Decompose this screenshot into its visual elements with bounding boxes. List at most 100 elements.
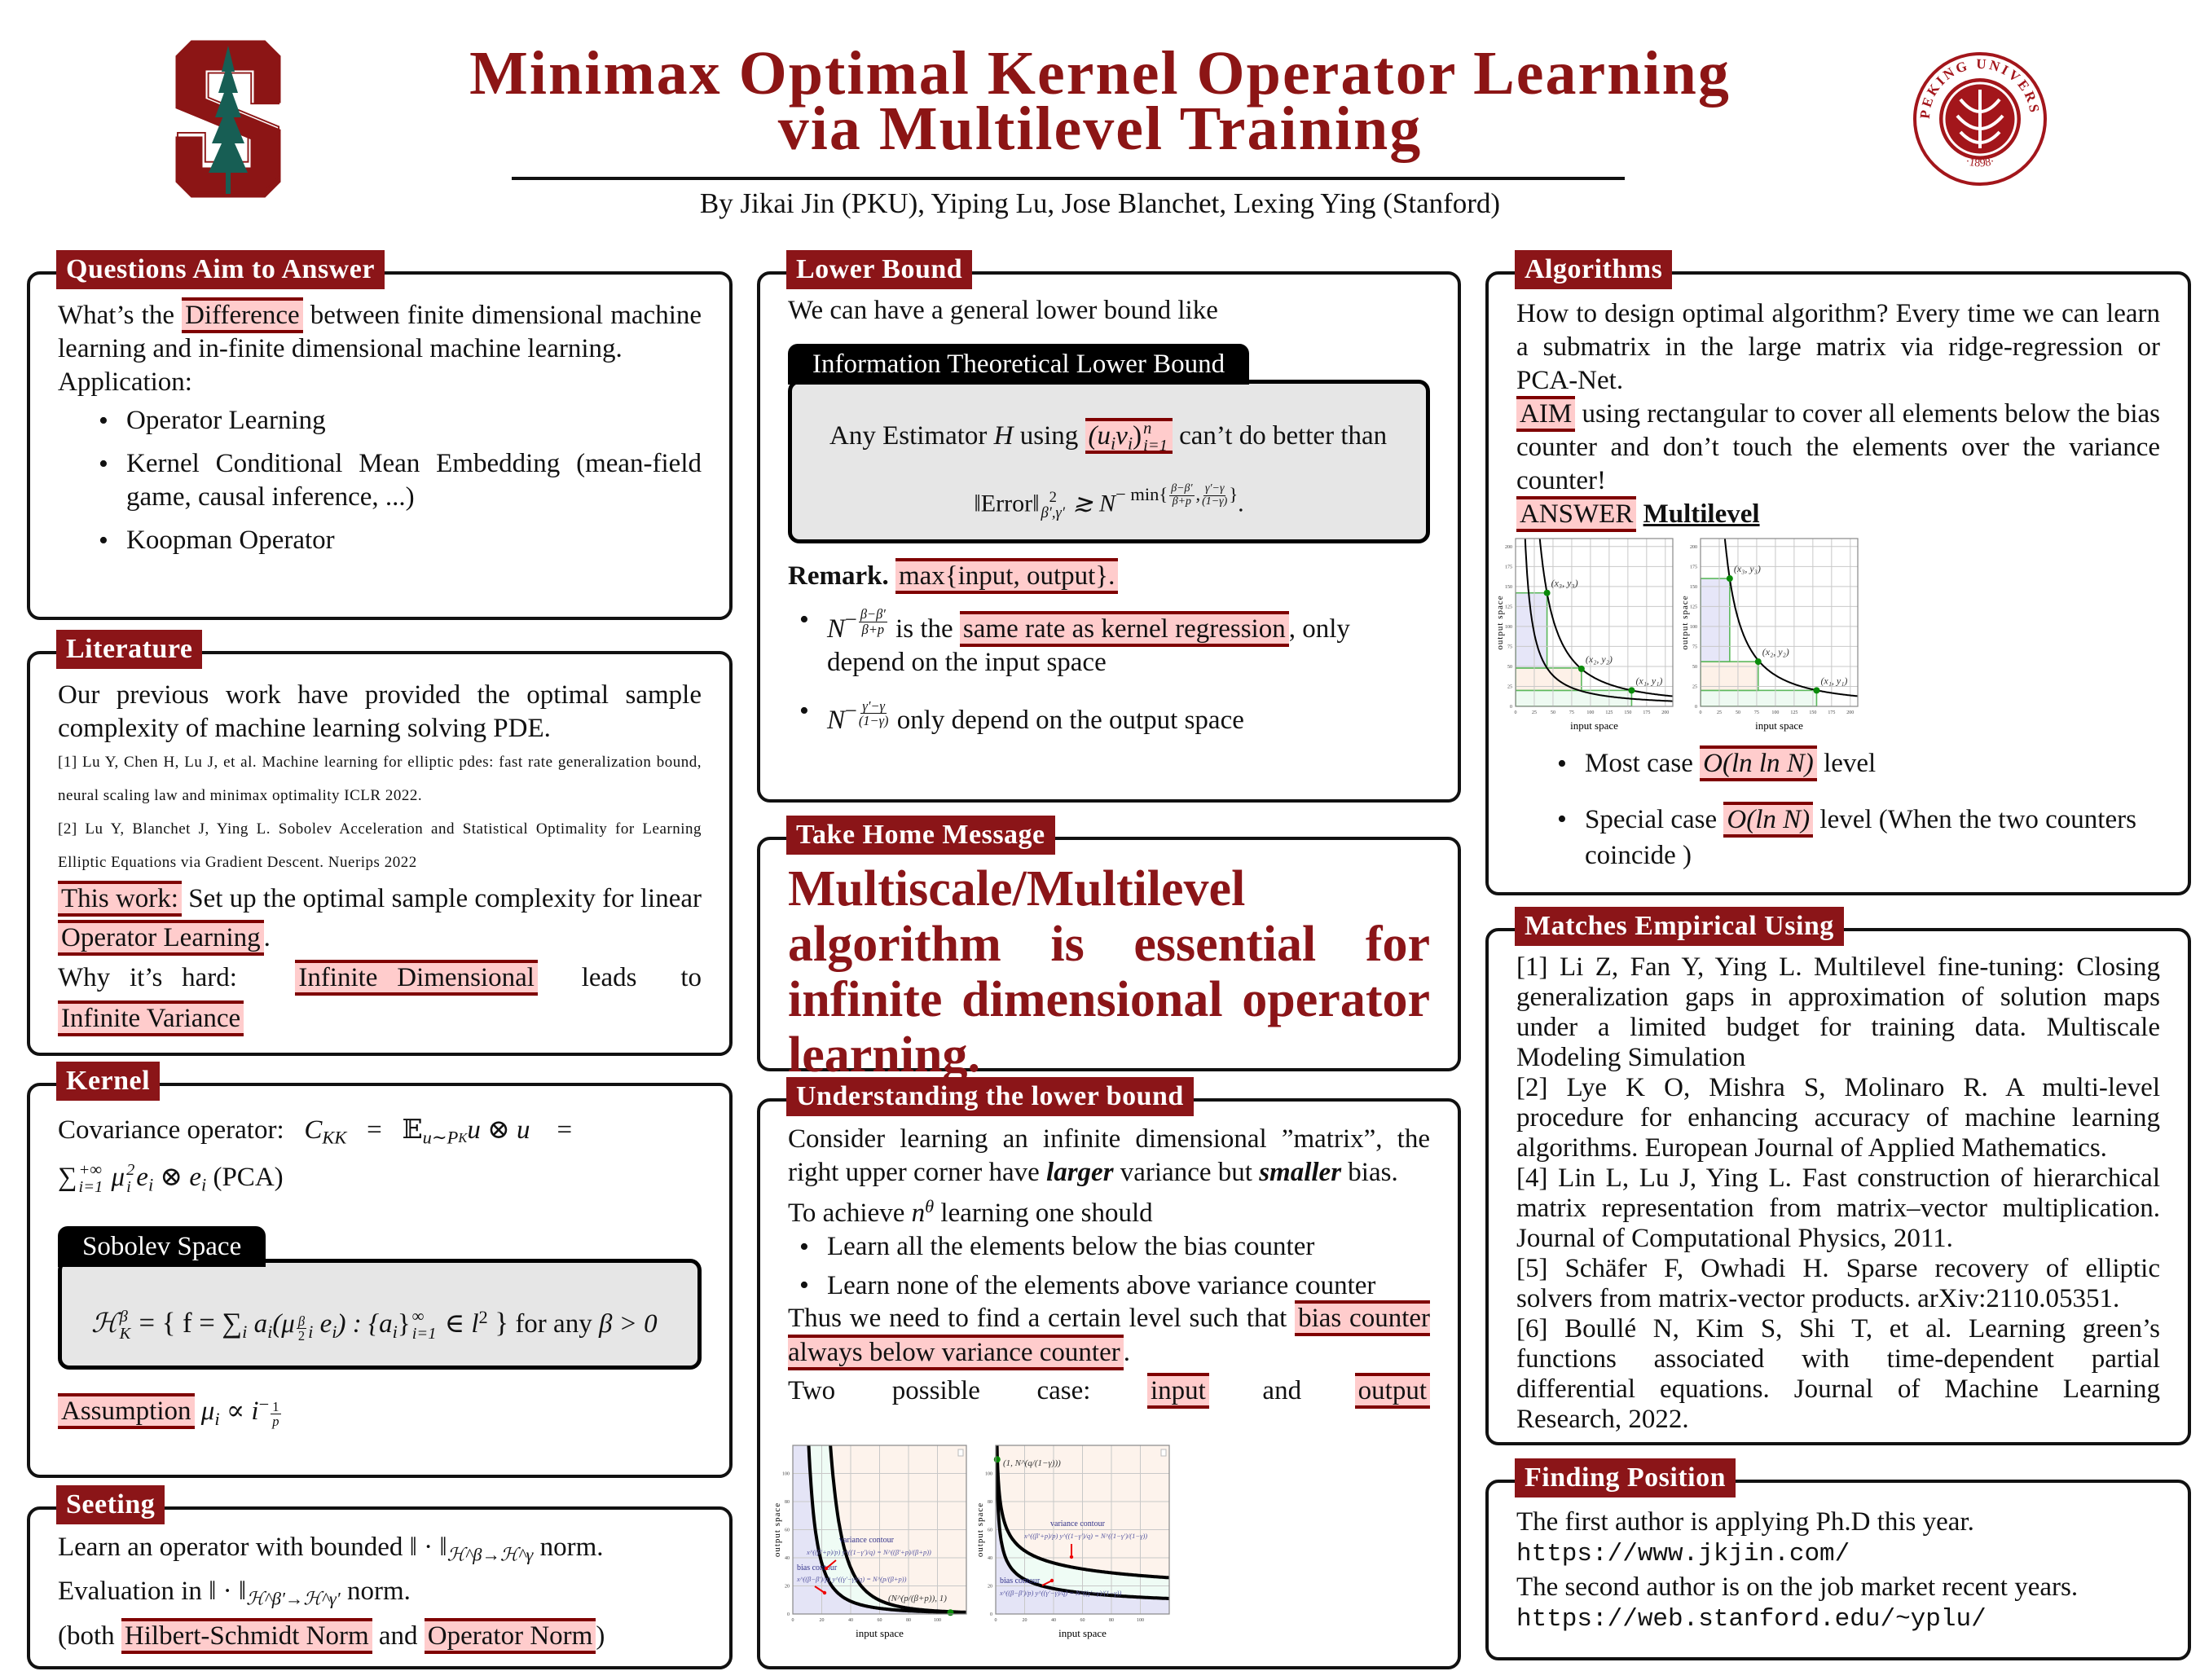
- math: ℋ: [91, 1308, 118, 1339]
- y-tick-label: 20: [785, 1585, 790, 1590]
- y-tick-label: 125: [1690, 605, 1697, 609]
- math: −: [845, 607, 857, 632]
- math: v: [1115, 421, 1128, 451]
- list-item: N−β−β′β+p is the same rate as kernel reg…: [799, 603, 1430, 679]
- point-label: (x₃, y₃): [1734, 563, 1761, 574]
- lower-bound-intro: We can have a general lower bound like: [788, 296, 1218, 325]
- red-arrow: [1041, 1580, 1053, 1586]
- reference-1: [1] Lu Y, Chen H, Lu J, et al. Machine l…: [58, 754, 702, 804]
- math: }: [487, 1307, 509, 1339]
- math: β′,γ′: [1041, 504, 1065, 522]
- text: Thus we need to find a certain level suc…: [788, 1304, 1296, 1334]
- application-label: Application:: [58, 367, 192, 397]
- math: ): [1133, 421, 1142, 451]
- point-label: (x₂, y₂): [1586, 653, 1613, 665]
- first-author-link[interactable]: https://www.jkjin.com/: [1516, 1540, 1850, 1568]
- take-home-title: Take Home Message: [786, 816, 1055, 855]
- math: 2: [1049, 488, 1057, 506]
- questions-title: Questions Aim to Answer: [56, 250, 385, 289]
- highlight-answer: ANSWER: [1516, 496, 1637, 532]
- math: i: [332, 1321, 337, 1342]
- math: (1−γ): [1202, 495, 1228, 508]
- x-tick-label: 125: [1605, 710, 1613, 715]
- covariance-operator: Covariance operator: CKK = 𝔼u∼PKu ⊗ u = …: [58, 1110, 702, 1205]
- y-tick-label: 150: [1505, 585, 1512, 590]
- contour-curve: [1723, 539, 1858, 697]
- math: u∼P: [422, 1127, 459, 1148]
- algorithms-panel: Algorithms How to design optimal algorit…: [1485, 250, 2191, 895]
- y-tick-label: 175: [1505, 565, 1512, 570]
- algorithms-list: Most case O(ln ln N) level Special case …: [1557, 742, 2160, 878]
- text: To achieve: [788, 1198, 912, 1229]
- x-tick-label: 60: [1080, 1618, 1085, 1623]
- text: Any Estimator: [829, 421, 994, 451]
- text: Why it’s hard:: [58, 963, 257, 992]
- x-tick-label: 100: [1586, 710, 1594, 715]
- highlight-this-work: This work:: [58, 881, 182, 917]
- math: = { f = ∑: [139, 1307, 243, 1339]
- application-list: Operator Learning Kernel Conditional Mea…: [99, 404, 702, 557]
- plot-area: [793, 1445, 966, 1614]
- variance-formula: x^((β′+p)/p) y^((1−γ′)/q) = N^((1−γ′)/(1…: [1023, 1532, 1147, 1540]
- understanding-goal: To achieve nθ learning one should: [788, 1190, 1430, 1230]
- math: 2: [478, 1306, 488, 1327]
- red-arrow-head: [1049, 1578, 1054, 1583]
- point-label: (x₁, y₁): [1820, 675, 1847, 686]
- sobolev-space-title: Sobolev Space: [58, 1225, 266, 1267]
- take-home-message: Multiscale/Multilevel algorithm is essen…: [788, 861, 1430, 1083]
- seeting-line-2: Evaluation in ‖ · ‖ℋ^β′→ℋ^γ′ norm.: [58, 1573, 702, 1617]
- math: β+p: [1172, 495, 1192, 508]
- second-author-link[interactable]: https://web.stanford.edu/~yplu/: [1516, 1605, 1987, 1634]
- text: for any: [515, 1308, 599, 1339]
- list-item: Koopman Operator: [99, 524, 702, 557]
- algorithms-intro: How to design optimal algorithm? Every t…: [1516, 299, 2160, 395]
- math: .: [1238, 490, 1244, 517]
- stanford-logo: [174, 39, 282, 199]
- y-tick-label: 175: [1690, 565, 1697, 570]
- math: i: [214, 1408, 220, 1429]
- math: i: [308, 1321, 314, 1342]
- math: i: [242, 1321, 248, 1342]
- plot-area: [996, 1445, 1169, 1614]
- text: level (When the two counters coincide ): [1585, 805, 2136, 870]
- poster-title-line1: Minimax Optimal Kernel Operator Learning: [469, 39, 1731, 108]
- poster-title-line2: via Multilevel Training: [777, 95, 1423, 163]
- red-arrow-head: [822, 1590, 827, 1595]
- x-tick-label: 200: [1661, 710, 1669, 715]
- math: β−β′: [1169, 482, 1195, 497]
- math: 𝔼: [402, 1115, 423, 1145]
- contour-curve: [1524, 539, 1673, 702]
- multilevel-plot-two-contours: 0 25 50 75 100 125 150 175 200 0 25 50 75 100 125 150 17…: [1495, 538, 1674, 732]
- math: }: [1229, 483, 1239, 504]
- information-theoretical-box: Information Theoretical Lower Bound Any …: [788, 344, 1430, 544]
- y-tick-label: 125: [1505, 605, 1512, 609]
- math: β > 0: [598, 1308, 658, 1339]
- finding-position-title: Finding Position: [1515, 1458, 1736, 1497]
- legend-box: [1160, 1449, 1167, 1457]
- reference-2: [2] Lu Y, Blanchet J, Ying L. Sobolev Ac…: [58, 820, 702, 871]
- math: KK: [322, 1127, 347, 1148]
- math: β+p: [861, 621, 885, 637]
- point-marker: [993, 1456, 1001, 1463]
- list-item: Most case O(ln ln N) level: [1557, 745, 2160, 781]
- y-tick-label: 100: [782, 1472, 790, 1477]
- math: θ: [925, 1196, 935, 1216]
- point-label: (x₁, y₁): [1635, 675, 1662, 686]
- point-label: (N^(p/(β+p)), 1): [888, 1594, 947, 1603]
- two-cases: Two possible case: input and output: [788, 1373, 1430, 1410]
- why-hard: Why it’s hard: Infinite Dimensional lead…: [58, 957, 702, 1039]
- list-item: Learn none of the elements above varianc…: [799, 1270, 1430, 1301]
- math: p: [272, 1414, 279, 1430]
- contour-region: [793, 1445, 966, 1613]
- math: }: [397, 1308, 411, 1339]
- understanding-conclusion: Thus we need to find a certain level suc…: [788, 1300, 1430, 1371]
- highlight-max-input-output: max{input, output}.: [895, 558, 1119, 595]
- red-arrow-head: [1069, 1555, 1074, 1559]
- plot-frame: [995, 1445, 1170, 1615]
- x-tick-label: 40: [848, 1618, 853, 1623]
- x-tick-label: 0: [1515, 710, 1517, 715]
- math: ∝ i: [219, 1396, 259, 1426]
- variance-contour-label: variance contour: [839, 1536, 895, 1545]
- input-case-plot: 0 20 40 60 80 100 0 20 40 60 80 100 input space outpu…: [772, 1445, 967, 1639]
- math: ℋ^β′→ℋ^γ′: [246, 1588, 341, 1609]
